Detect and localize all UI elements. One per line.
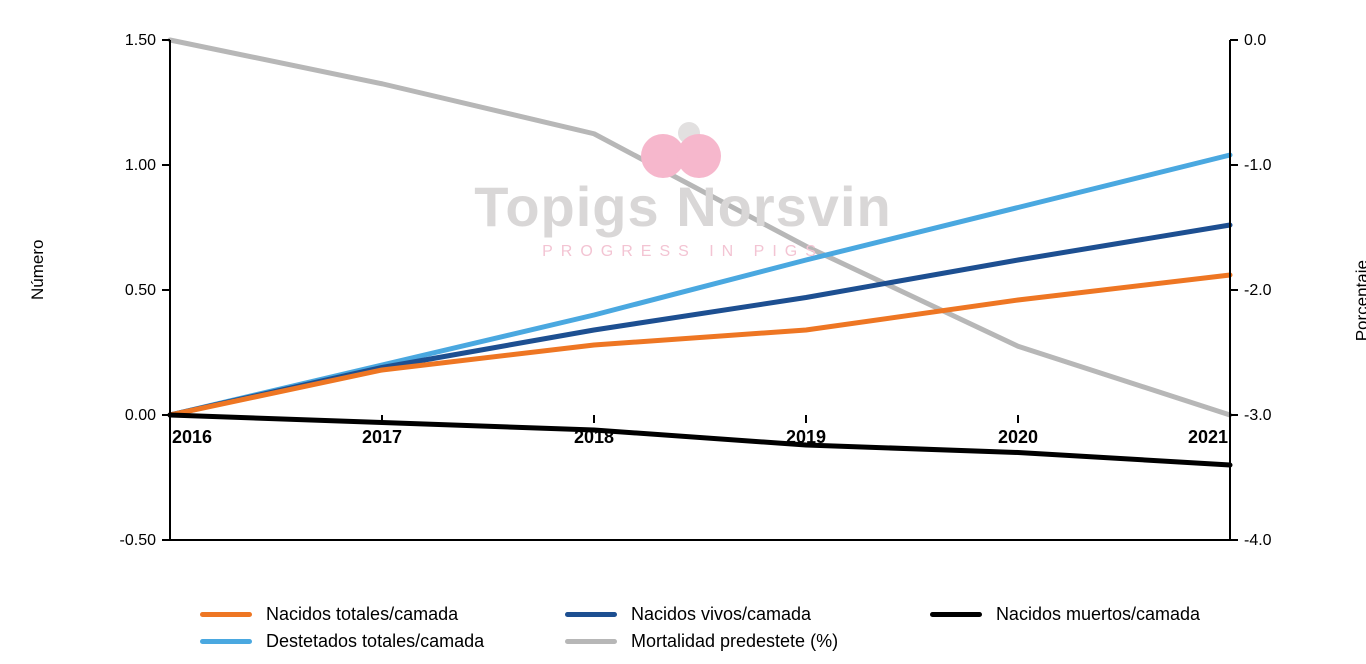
legend-label: Destetados totales/camada xyxy=(266,631,484,652)
left-tick-label: 0.50 xyxy=(125,282,156,299)
x-tick-label: 2018 xyxy=(574,427,614,447)
legend-swatch xyxy=(200,612,252,617)
right-tick-label: -4.0 xyxy=(1244,532,1272,549)
x-tick-label: 2019 xyxy=(786,427,826,447)
legend-label: Mortalidad predestete (%) xyxy=(631,631,838,652)
series-destetados_totales xyxy=(170,155,1230,415)
legend-label: Nacidos muertos/camada xyxy=(996,604,1200,625)
legend-item-destetados_totales: Destetados totales/camada xyxy=(200,631,565,652)
legend-item-nacidos_muertos: Nacidos muertos/camada xyxy=(930,604,1295,625)
x-tick-label: 2021 xyxy=(1188,427,1228,447)
legend-item-mortalidad_predestete: Mortalidad predestete (%) xyxy=(565,631,930,652)
x-tick-label: 2017 xyxy=(362,427,402,447)
x-tick-label: 2016 xyxy=(172,427,212,447)
series-mortalidad_predestete xyxy=(170,40,1230,415)
left-tick-label: 1.50 xyxy=(125,32,156,49)
line-chart: -0.50 0.00 0.50 1.00 1.50 -4.0 -3.0 -2.0 -1.0 0.0… xyxy=(0,0,1366,664)
legend-label: Nacidos vivos/camada xyxy=(631,604,811,625)
series-nacidos_muertos xyxy=(170,415,1230,465)
right-tick-label: -2.0 xyxy=(1244,282,1272,299)
left-axis-title: Número xyxy=(28,240,48,300)
legend: Nacidos totales/camada Nacidos vivos/cama… xyxy=(200,604,1306,652)
legend-item-nacidos_totales: Nacidos totales/camada xyxy=(200,604,565,625)
legend-swatch xyxy=(565,612,617,617)
legend-swatch xyxy=(200,639,252,644)
legend-swatch xyxy=(565,639,617,644)
legend-label: Nacidos totales/camada xyxy=(266,604,458,625)
right-tick-label: -3.0 xyxy=(1244,407,1272,424)
left-tick-label: 0.00 xyxy=(125,407,156,424)
left-tick-label: 1.00 xyxy=(125,157,156,174)
legend-item-nacidos_vivos: Nacidos vivos/camada xyxy=(565,604,930,625)
x-tick-label: 2020 xyxy=(998,427,1038,447)
left-tick-label: -0.50 xyxy=(120,532,157,549)
chart-container: Topigs Norsvin PROGRESS IN PIGS -0.500.0… xyxy=(0,0,1366,664)
right-axis-title: Porcentaje xyxy=(1352,260,1366,341)
series-nacidos_totales xyxy=(170,275,1230,415)
series-nacidos_vivos xyxy=(170,225,1230,415)
legend-swatch xyxy=(930,612,982,617)
right-tick-label: -1.0 xyxy=(1244,157,1272,174)
right-tick-label: 0.0 xyxy=(1244,32,1266,49)
